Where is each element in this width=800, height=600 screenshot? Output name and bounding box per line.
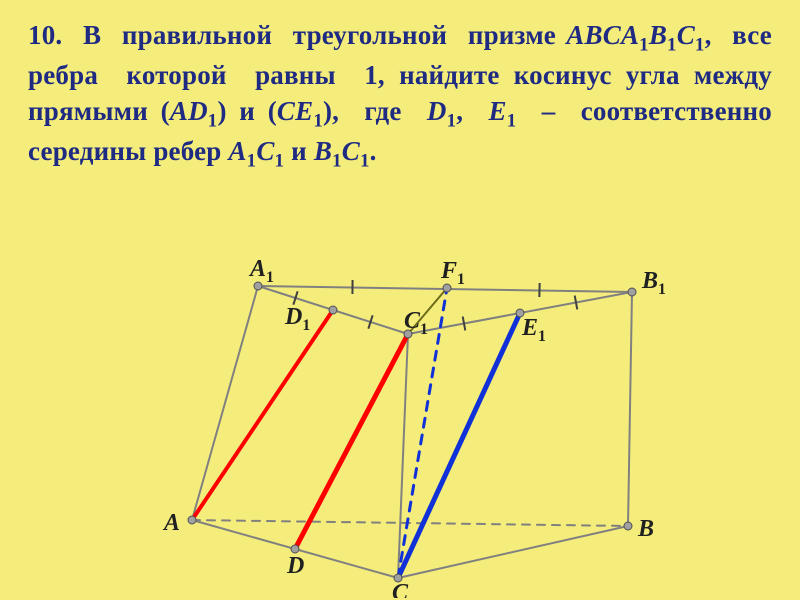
problem-text: 10. В правильной треугольной призме ABCA… bbox=[28, 18, 772, 175]
vertex-F1 bbox=[443, 284, 451, 292]
vertex-D bbox=[291, 545, 299, 553]
math-italic: ABCA bbox=[566, 20, 639, 50]
tick-C1-E1 bbox=[463, 317, 466, 331]
vertex-B bbox=[624, 522, 632, 530]
subscript: 1 bbox=[313, 110, 323, 131]
edge-B-C bbox=[398, 526, 628, 578]
math-italic: B bbox=[314, 136, 332, 166]
page-root: 10. В правильной треугольной призме ABCA… bbox=[0, 0, 800, 600]
text-run: и bbox=[284, 136, 314, 166]
math-italic: C bbox=[342, 136, 360, 166]
subscript: 1 bbox=[247, 151, 257, 172]
vertex-A1 bbox=[254, 282, 262, 290]
math-italic: AD bbox=[170, 96, 208, 126]
math-italic: B bbox=[649, 20, 667, 50]
edge-B-B1 bbox=[628, 292, 632, 526]
math-italic: CE bbox=[277, 96, 313, 126]
vertex-D1 bbox=[329, 306, 337, 314]
edge-A-B bbox=[192, 520, 628, 526]
label-D: D bbox=[286, 553, 304, 579]
label-C1: C1 bbox=[404, 308, 428, 338]
math-italic: A bbox=[228, 136, 246, 166]
math-italic: C bbox=[677, 20, 695, 50]
label-B1: B1 bbox=[641, 268, 666, 298]
vertex-A bbox=[188, 516, 196, 524]
diagram-container: A B C D A1 B1 F1 D1 C1 E1 bbox=[0, 238, 800, 600]
text-run: 10. В правильной треугольной призме bbox=[28, 20, 566, 50]
label-E1: E1 bbox=[521, 315, 546, 345]
edge-A-A1 bbox=[192, 286, 258, 520]
math-italic: D bbox=[427, 96, 447, 126]
label-F1: F1 bbox=[440, 258, 465, 288]
subscript: 1 bbox=[275, 151, 285, 172]
prism-diagram: A B C D A1 B1 F1 D1 C1 E1 bbox=[120, 238, 680, 598]
label-A: A bbox=[162, 510, 180, 536]
vertex-B1 bbox=[628, 288, 636, 296]
tick-E1-B1 bbox=[575, 296, 578, 310]
label-C: C bbox=[392, 580, 409, 598]
subscript: 1 bbox=[208, 110, 218, 131]
math-italic: E bbox=[489, 96, 507, 126]
label-B: B bbox=[637, 516, 654, 542]
subscript: 1 bbox=[447, 110, 457, 131]
subscript: 1 bbox=[332, 151, 342, 172]
edge-D-C1 bbox=[295, 334, 408, 549]
edge-A-D1 bbox=[192, 310, 333, 520]
subscript: 1 bbox=[507, 110, 517, 131]
subscript: 1 bbox=[695, 34, 705, 55]
label-A1: A1 bbox=[248, 256, 274, 286]
label-D1: D1 bbox=[284, 304, 310, 334]
text-run: ) и ( bbox=[217, 96, 276, 126]
edge-C-E1 bbox=[398, 313, 520, 578]
text-run: . bbox=[370, 136, 377, 166]
math-italic: C bbox=[256, 136, 274, 166]
subscript: 1 bbox=[667, 34, 677, 55]
subscript: 1 bbox=[360, 151, 370, 172]
subscript: 1 bbox=[639, 34, 649, 55]
text-run: , bbox=[456, 96, 488, 126]
text-run: ), где bbox=[323, 96, 427, 126]
